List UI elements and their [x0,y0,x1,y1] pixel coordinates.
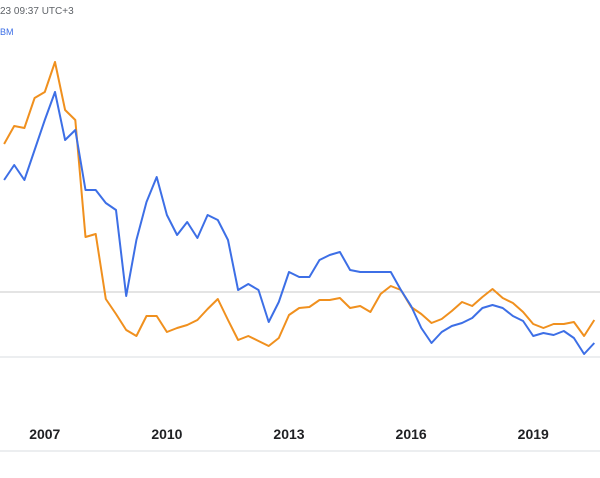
legend-entry: BM [0,27,14,37]
x-tick-label: 2010 [151,426,182,442]
x-tick-label: 2007 [29,426,60,442]
x-tick-label: 2019 [518,426,549,442]
x-tick-label: 2013 [273,426,304,442]
series-line [3,91,596,355]
timestamp: 23 09:37 UTC+3 [0,6,74,17]
series-line [3,61,596,347]
x-tick-label: 2016 [396,426,427,442]
